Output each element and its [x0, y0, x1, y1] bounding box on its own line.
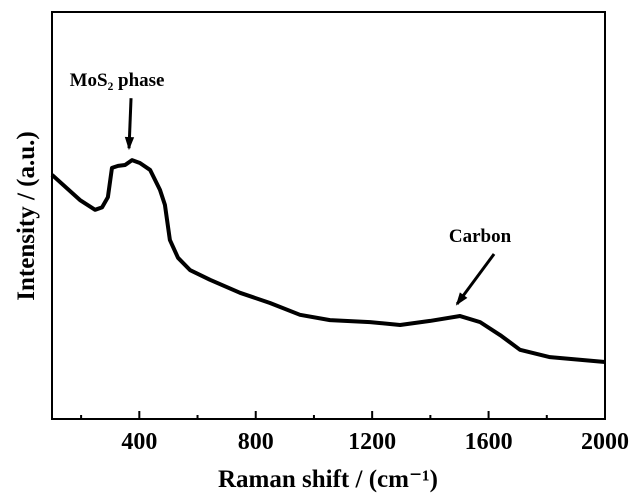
x-tick-label: 1600 [465, 429, 513, 455]
x-axis-label: Raman shift / (cm⁻¹) [218, 466, 438, 493]
plot-frame [51, 11, 606, 420]
arrow-head [455, 292, 468, 306]
x-tick-label: 800 [238, 429, 274, 455]
x-tick-label: 1200 [348, 429, 396, 455]
annotation: MoS₂ phase [70, 70, 165, 91]
x-tick-label: 2000 [581, 429, 629, 455]
arrow-head [124, 136, 135, 151]
annotation: Carbon [449, 226, 512, 247]
y-axis-label: Intensity / (a.u.) [13, 131, 40, 300]
x-tick-label: 400 [121, 429, 157, 455]
line-series [50, 158, 606, 365]
